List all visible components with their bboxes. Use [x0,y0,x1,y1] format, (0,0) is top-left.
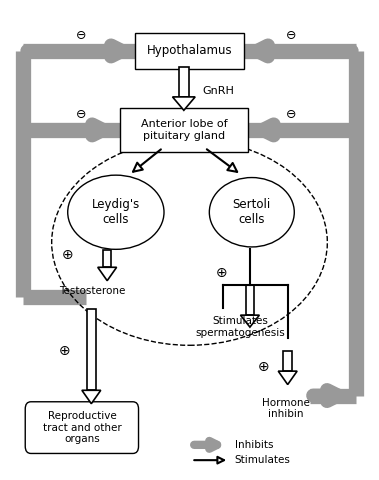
Text: Hormone
inhibin: Hormone inhibin [262,397,310,419]
Text: Testosterone: Testosterone [59,286,125,296]
Polygon shape [172,97,195,110]
Polygon shape [246,286,254,315]
Text: Leydig's
cells: Leydig's cells [92,198,140,226]
Text: Stimulates
spermatogenesis: Stimulates spermatogenesis [196,316,285,338]
Text: Hypothalamus: Hypothalamus [147,45,232,58]
Text: Reproductive
tract and other
organs: Reproductive tract and other organs [42,411,121,444]
Polygon shape [283,351,292,371]
Text: Anterior lobe of
pituitary gland: Anterior lobe of pituitary gland [141,119,227,141]
Polygon shape [241,315,259,327]
Text: ⊖: ⊖ [75,108,86,121]
Text: ⊕: ⊕ [216,265,227,279]
Polygon shape [98,267,117,281]
Polygon shape [82,390,101,404]
FancyBboxPatch shape [120,108,248,152]
Text: Stimulates: Stimulates [235,455,291,465]
Polygon shape [87,310,96,390]
Polygon shape [278,371,297,384]
Text: GnRH: GnRH [203,85,235,96]
Text: ⊕: ⊕ [62,248,74,262]
FancyBboxPatch shape [25,402,138,454]
Text: Inhibits: Inhibits [235,440,273,450]
FancyBboxPatch shape [135,33,244,69]
Text: ⊖: ⊖ [75,29,86,42]
Text: ⊖: ⊖ [286,108,297,121]
Polygon shape [103,250,111,267]
Polygon shape [179,67,189,97]
Text: ⊕: ⊕ [257,360,269,374]
Text: ⊕: ⊕ [59,344,71,358]
Ellipse shape [209,178,294,247]
Text: Sertoli
cells: Sertoli cells [233,198,271,226]
Ellipse shape [68,175,164,249]
Text: ⊖: ⊖ [286,29,297,42]
